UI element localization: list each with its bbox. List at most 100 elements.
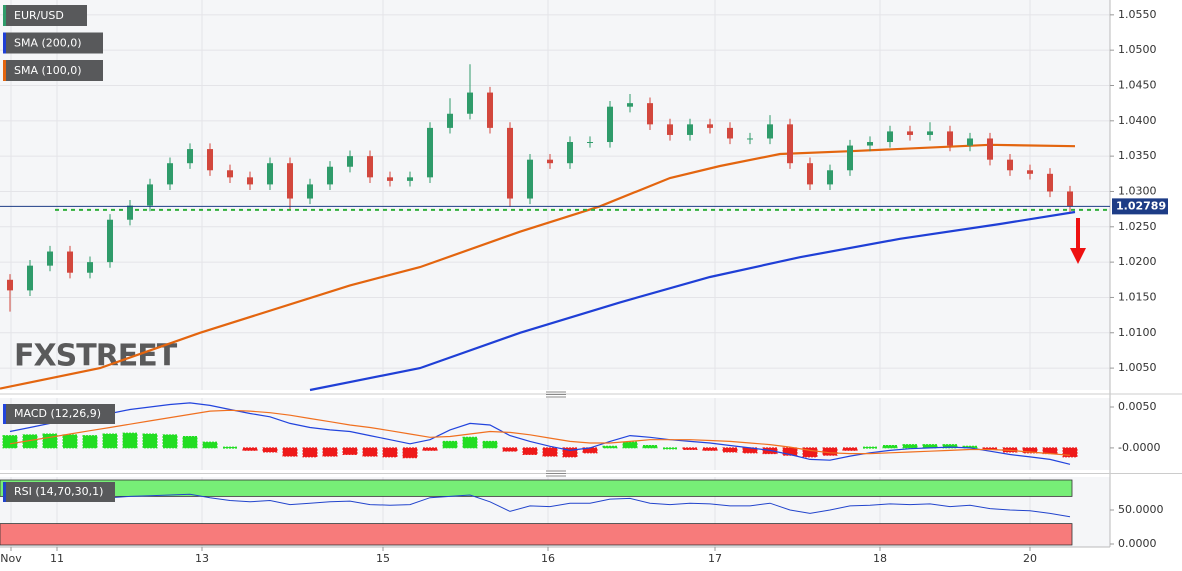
macd-histogram-bar (602, 445, 618, 449)
x-tick-label: 15 (376, 552, 390, 565)
legend-label: EUR/USD (14, 9, 64, 22)
x-tick-label: 13 (195, 552, 209, 565)
macd-histogram-bar (122, 432, 138, 449)
legend-swatch (3, 482, 6, 502)
legend-swatch (3, 60, 6, 81)
macd-histogram-bar (862, 446, 878, 449)
candle-body (307, 184, 313, 199)
macd-histogram-bar (242, 447, 258, 451)
y-tick-label: 1.0150 (1118, 290, 1157, 303)
candle-body (587, 142, 593, 144)
candle-body (947, 131, 953, 146)
macd-histogram-bar (802, 447, 818, 458)
macd-histogram-bar (782, 447, 798, 456)
candle-body (927, 131, 933, 135)
macd-histogram-bar (562, 447, 578, 458)
macd-histogram-bar (482, 440, 498, 449)
candle-body (487, 92, 493, 128)
y-tick-label: 0.0000 (1118, 537, 1157, 550)
candle-body (727, 127, 733, 139)
macd-histogram-bar (502, 447, 518, 452)
y-tick-label: 1.0200 (1118, 255, 1157, 268)
x-tick-label: Nov (0, 552, 22, 565)
macd-histogram-bar (682, 447, 698, 451)
y-tick-label: 1.0300 (1118, 184, 1157, 197)
macd-histogram-bar (702, 447, 718, 451)
macd-histogram-bar (102, 433, 118, 449)
candle-body (1007, 159, 1013, 171)
macd-histogram-bar (542, 447, 558, 457)
macd-histogram-bar (462, 436, 478, 449)
candle-body (847, 145, 853, 171)
y-tick-label: 1.0400 (1118, 114, 1157, 127)
candle-body (67, 251, 73, 273)
macd-histogram-bar (902, 444, 918, 449)
candle-body (607, 106, 613, 143)
down-arrow (1070, 218, 1086, 264)
macd-histogram-bar (222, 446, 238, 449)
candle-body (467, 92, 473, 114)
legend-box (3, 404, 115, 424)
macd-histogram-bar (1062, 447, 1078, 458)
last-price-label: 1.02789 (1116, 199, 1166, 212)
candle-body (787, 124, 793, 164)
candle-body (807, 163, 813, 185)
oversold-band (0, 523, 1073, 546)
candle-body (407, 177, 413, 181)
candle-body (567, 142, 573, 164)
candle-body (707, 124, 713, 128)
candle-body (187, 149, 193, 164)
y-tick-label: 1.0100 (1118, 326, 1157, 339)
x-tick-label: 20 (1023, 552, 1037, 565)
candle-body (127, 205, 133, 220)
candle-body (667, 124, 673, 135)
legend-box (3, 60, 103, 81)
y-tick-label: 1.0050 (1118, 361, 1157, 374)
macd-histogram-bar (822, 447, 838, 456)
candle-body (1027, 170, 1033, 174)
overbought-band (0, 479, 1073, 497)
legend-label: RSI (14,70,30,1) (14, 485, 103, 498)
candle-body (247, 177, 253, 185)
candle-body (827, 170, 833, 185)
resize-handle (546, 391, 566, 477)
candle-body (1047, 173, 1053, 192)
main-panel (0, 0, 1110, 390)
y-tick-label: 1.0550 (1118, 8, 1157, 21)
macd-line (9, 402, 1071, 465)
last-price-box (1112, 198, 1168, 215)
legend-label: SMA (200,0) (14, 37, 82, 50)
macd-histogram-bar (22, 434, 38, 449)
x-tick-label: 16 (541, 552, 555, 565)
macd-histogram-bar (622, 441, 638, 449)
macd-histogram-bar (362, 447, 378, 457)
candle-body (887, 131, 893, 143)
macd-histogram-bar (722, 447, 738, 453)
candle-body (327, 166, 333, 185)
legend-swatch (3, 5, 6, 26)
candle-body (987, 138, 993, 160)
macd-histogram-bar (62, 434, 78, 449)
candle-body (1067, 191, 1073, 207)
sma-line (309, 210, 1076, 392)
legend-label: SMA (100,0) (14, 64, 82, 77)
candle-body (47, 251, 53, 266)
macd-histogram-bar (342, 447, 358, 455)
macd-histogram-bar (162, 434, 178, 449)
candle-body (347, 156, 353, 167)
x-tick-label: 11 (50, 552, 64, 565)
macd-histogram-bar (2, 435, 18, 449)
candle-body (367, 156, 373, 178)
watermark: FXSTREET (14, 339, 178, 374)
candle-body (87, 262, 93, 273)
candle-body (267, 163, 273, 185)
y-tick-label: -0.0000 (1118, 441, 1160, 454)
candle-body (907, 131, 913, 135)
macd-histogram-bar (1042, 447, 1058, 455)
x-tick-label: 17 (708, 552, 722, 565)
candle-body (507, 127, 513, 199)
candle-body (427, 127, 433, 178)
candle-body (27, 265, 33, 291)
macd-histogram-bar (642, 444, 658, 449)
